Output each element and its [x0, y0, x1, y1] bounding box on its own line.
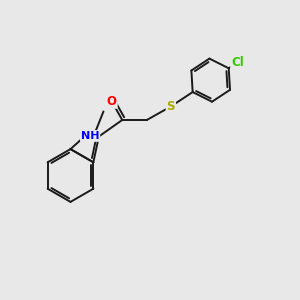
Text: S: S — [167, 100, 175, 113]
Text: NH: NH — [81, 131, 99, 141]
Text: Cl: Cl — [231, 56, 244, 69]
Text: O: O — [107, 95, 117, 108]
